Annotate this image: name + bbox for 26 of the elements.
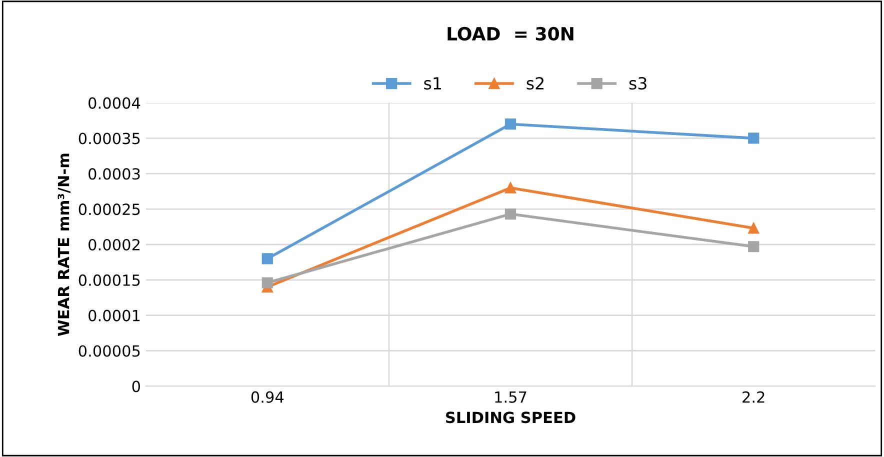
point xyxy=(748,222,760,234)
point xyxy=(504,118,516,130)
point xyxy=(504,182,516,194)
legend-label: s3 xyxy=(629,76,646,90)
y-tick-label: 0.0003 xyxy=(88,168,140,180)
chart-title: LOAD = 30N xyxy=(448,26,574,41)
y-tick-label: 0.0001 xyxy=(88,310,140,322)
y-tick-label: 0.00015 xyxy=(78,274,140,286)
legend-label: s1 xyxy=(424,77,441,90)
y-tick-label: 0.0002 xyxy=(88,238,140,251)
point xyxy=(748,132,760,144)
x-tick-label: 1.57 xyxy=(495,391,526,403)
x-axis-title: SLIDING SPEED xyxy=(446,412,576,424)
point xyxy=(504,208,516,220)
point xyxy=(262,277,273,288)
x-tick-label: 2.2 xyxy=(742,391,764,403)
point xyxy=(262,253,273,264)
legend-label: s2 xyxy=(526,76,544,90)
point xyxy=(748,241,760,252)
y-axis-title: WEAR RATE mm³/N-m xyxy=(58,154,71,336)
y-tick-label: 0 xyxy=(132,380,140,392)
y-tick-label: 0.0004 xyxy=(88,97,140,109)
y-tick-label: 0.00025 xyxy=(78,204,140,216)
y-tick-label: 0.00035 xyxy=(78,132,140,144)
x-tick-label: 0.94 xyxy=(251,391,284,403)
y-tick-label: 0.00005 xyxy=(78,345,140,357)
